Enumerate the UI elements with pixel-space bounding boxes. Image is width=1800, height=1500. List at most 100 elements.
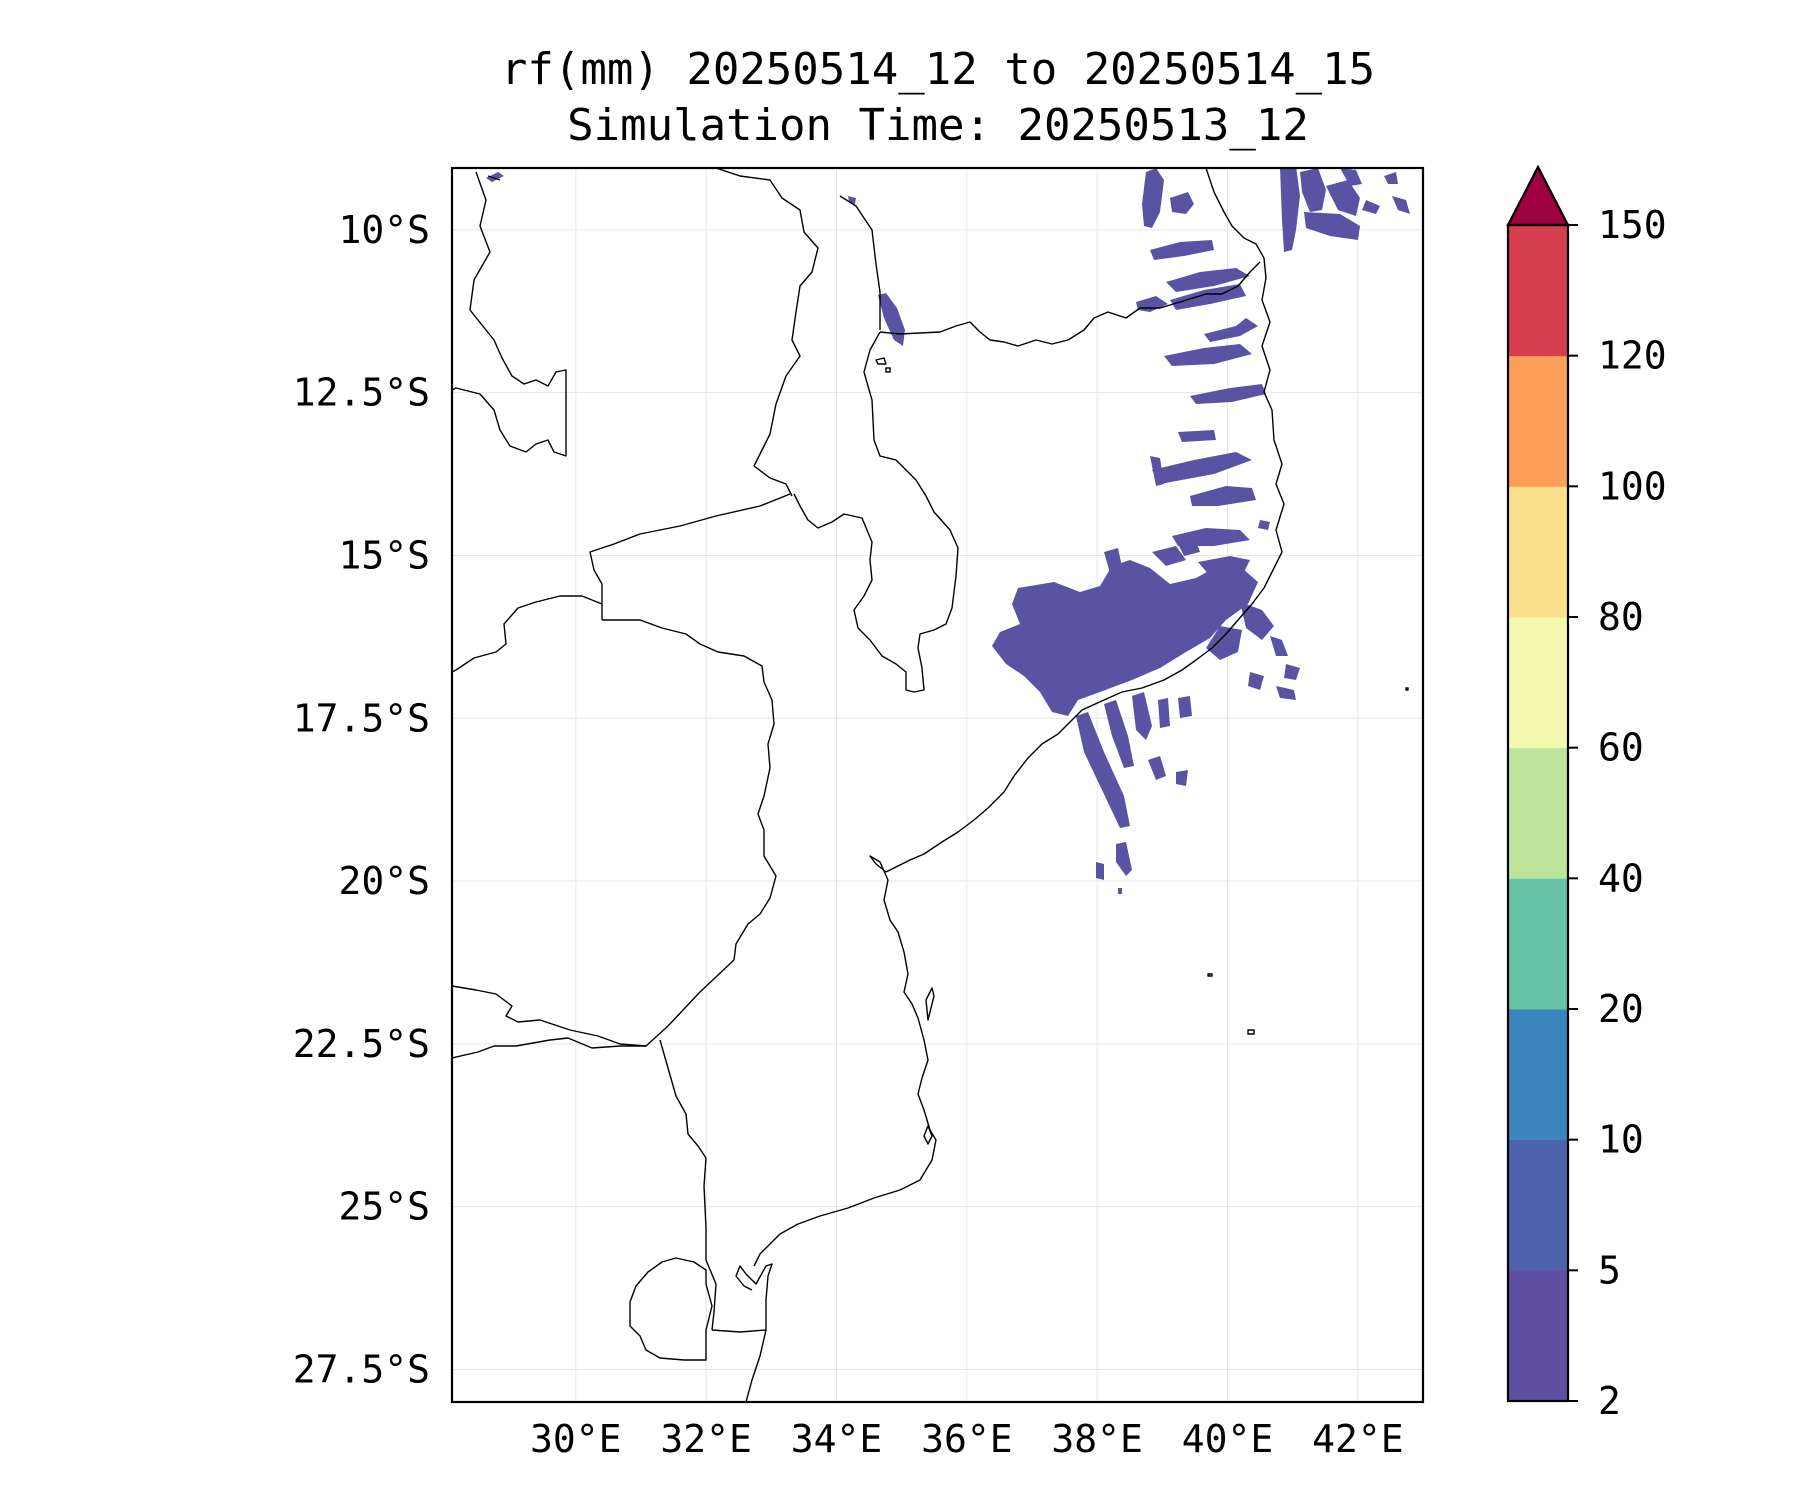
rain-patch [1190, 486, 1256, 506]
lat-tick-label: 20°S [338, 859, 430, 903]
colorbar-segment [1508, 1139, 1568, 1271]
border-line [487, 175, 501, 181]
rain-patch [1142, 168, 1164, 228]
colorbar-label: 80 [1598, 595, 1644, 639]
lon-tick-label: 40°E [1182, 1417, 1274, 1461]
lat-tick-label: 25°S [338, 1185, 430, 1229]
rain-patch [1076, 712, 1130, 828]
rain-patch [486, 172, 504, 182]
border-line [452, 959, 735, 1047]
border-line [589, 493, 791, 620]
colorbar-segment [1508, 1270, 1568, 1402]
rain-patch [1176, 536, 1200, 556]
colorbar-frame [1506, 223, 1570, 1403]
map-panel: 30°E 32°E 34°E 36°E 38°E 40°E 42°E 10°S12.5°S1… [293, 166, 1425, 1461]
colorbar-label: 120 [1598, 334, 1667, 378]
rain-patch [1118, 888, 1122, 894]
colorbar-label: 5 [1598, 1248, 1621, 1292]
colorbar-label: 60 [1598, 726, 1644, 770]
colorbar: 2 5 10 20 40 60 80 100 120 150 [1506, 164, 1667, 1423]
rain-patch [1190, 384, 1266, 404]
rain-patch [1150, 456, 1164, 486]
border-line [452, 171, 567, 457]
border-line [452, 595, 603, 673]
rain-patch [1206, 626, 1242, 660]
rain-patch [1152, 452, 1252, 484]
lon-tick-labels: 30°E 32°E 34°E 36°E 38°E 40°E 42°E [530, 1417, 1404, 1461]
lon-tick-label: 34°E [791, 1417, 883, 1461]
rain-patch [1362, 200, 1380, 214]
border-line [885, 168, 1285, 873]
border-line [629, 1257, 713, 1361]
lon-tick-label: 30°E [530, 1417, 622, 1461]
lon-tick-label: 32°E [660, 1417, 752, 1461]
rain-patch [1304, 212, 1360, 240]
rain-patch [1384, 172, 1398, 184]
lat-tick-label: 27.5°S [293, 1347, 430, 1391]
border-line [1247, 1029, 1255, 1035]
rain-patch [878, 293, 905, 346]
map-frame [450, 166, 1425, 1404]
rain-patch [1204, 318, 1258, 342]
lon-tick-label: 38°E [1051, 1417, 1143, 1461]
rain-patch [1276, 686, 1296, 700]
border-line [711, 1263, 773, 1333]
gridlines [452, 168, 1423, 1402]
rain-patch [1170, 284, 1246, 310]
lat-tick-label: 10°S [338, 208, 430, 252]
colorbar-label: 40 [1598, 856, 1644, 900]
rain-patch [1152, 546, 1186, 566]
rain-patch [1340, 168, 1362, 186]
rain-patch [1392, 196, 1410, 214]
border-line [839, 195, 881, 330]
rain-patch [1096, 862, 1104, 880]
border-line [885, 367, 891, 373]
colorbar-label: 20 [1598, 987, 1644, 1031]
border-line [452, 1037, 646, 1059]
colorbar-label: 150 [1598, 203, 1667, 247]
colorbar-segment [1508, 617, 1568, 749]
colorbar-label: 10 [1598, 1118, 1644, 1162]
border-line [923, 1125, 933, 1145]
lat-tick-label: 22.5°S [293, 1022, 430, 1066]
border-line [875, 357, 887, 365]
lat-tick-label: 17.5°S [293, 696, 430, 740]
rain-patch [1150, 240, 1214, 260]
colorbar-segment [1508, 486, 1568, 618]
rain-patch [1258, 520, 1270, 530]
colorbar-label: 2 [1598, 1379, 1621, 1423]
rain-patch [1158, 698, 1170, 728]
rain-patch [1196, 580, 1214, 594]
rain-patch [1132, 692, 1152, 740]
map-title: rf(mm) 20250514_12 to 20250514_15 [501, 44, 1375, 95]
lat-tick-label: 12.5°S [293, 371, 430, 415]
border-line [793, 331, 959, 693]
rain-patch [992, 560, 1258, 716]
rain-patch [1166, 268, 1250, 292]
rain-patch [1172, 600, 1186, 614]
rainfall-patches [486, 168, 1410, 894]
border-line [879, 261, 1261, 347]
colorbar-segment [1508, 225, 1568, 357]
rain-patch [1148, 756, 1166, 780]
colorbar-segment [1508, 355, 1568, 487]
lon-tick-label: 42°E [1312, 1417, 1404, 1461]
lat-tick-label: 15°S [338, 533, 430, 577]
lat-tick-labels: 10°S 12.5°S 15°S 17.5°S 20°S 22.5°S 25°S 27.5°S [293, 208, 430, 1392]
rain-patch [1270, 636, 1288, 656]
rain-patch [1104, 548, 1124, 580]
map-content [452, 168, 1410, 1402]
country-borders [452, 168, 1409, 1402]
rain-patch [1178, 696, 1192, 718]
rain-patch [1136, 296, 1168, 312]
rain-patch [1248, 672, 1264, 690]
border-line [602, 619, 777, 961]
border-line [1405, 687, 1409, 691]
rain-patch [1178, 430, 1216, 442]
colorbar-label: 100 [1598, 464, 1667, 508]
rain-patch [1280, 168, 1300, 252]
border-line [753, 855, 937, 1267]
rain-patch [1326, 180, 1360, 216]
colorbar-extend-arrow [1506, 164, 1570, 227]
